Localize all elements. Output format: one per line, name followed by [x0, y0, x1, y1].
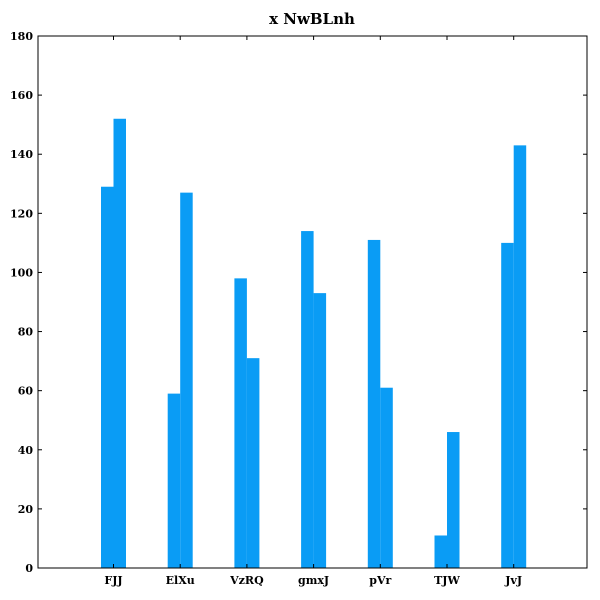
bars-layer — [101, 118, 527, 569]
bar-gmxJ-series-1 — [301, 231, 314, 568]
bar-pVr-series-2 — [380, 387, 393, 568]
plot-frame — [37, 35, 588, 569]
x-tick-label-VzRQ: VzRQ — [229, 574, 264, 587]
bar-ElXu-series-1 — [167, 393, 181, 568]
bar-JvJ-series-1 — [501, 242, 514, 568]
bar-VzRQ-series-1 — [234, 278, 247, 568]
y-tick-label: 120 — [10, 207, 33, 220]
bar-VzRQ-series-2 — [246, 358, 260, 568]
bar-FJJ-series-1 — [101, 186, 114, 569]
y-tick-label: 80 — [18, 326, 34, 339]
y-tick-label: 160 — [10, 89, 33, 102]
x-tick-label-pVr: pVr — [369, 574, 391, 587]
x-tick-label-ElXu: ElXu — [166, 574, 195, 587]
chart-title: x NwBLnh — [269, 10, 355, 28]
bar-FJJ-series-2 — [113, 118, 126, 568]
y-tick-label: 40 — [18, 444, 34, 457]
y-tick-label: 60 — [18, 385, 34, 398]
bar-TJW-series-1 — [434, 535, 447, 568]
axes-layer: 0 20 40 60 80 100 120 140 160 180 FJJ ElXu VzRQ gmxJ p… — [10, 30, 587, 587]
x-tick-label-FJJ: FJJ — [104, 574, 122, 587]
x-tick-label-TJW: TJW — [434, 574, 460, 587]
bar-pVr-series-1 — [367, 239, 381, 568]
y-tick-label: 180 — [10, 30, 33, 43]
y-tick-label: 20 — [18, 503, 34, 516]
y-tick-label: 0 — [25, 562, 33, 575]
bar-ElXu-series-2 — [180, 192, 193, 568]
x-tick-label-gmxJ: gmxJ — [298, 574, 329, 587]
bar-JvJ-series-2 — [513, 145, 527, 569]
x-tick-label-JvJ: JvJ — [504, 574, 522, 587]
y-tick-label: 140 — [10, 148, 33, 161]
bar-TJW-series-2 — [447, 432, 460, 568]
bar-gmxJ-series-2 — [313, 293, 327, 568]
y-tick-label: 100 — [10, 266, 33, 279]
